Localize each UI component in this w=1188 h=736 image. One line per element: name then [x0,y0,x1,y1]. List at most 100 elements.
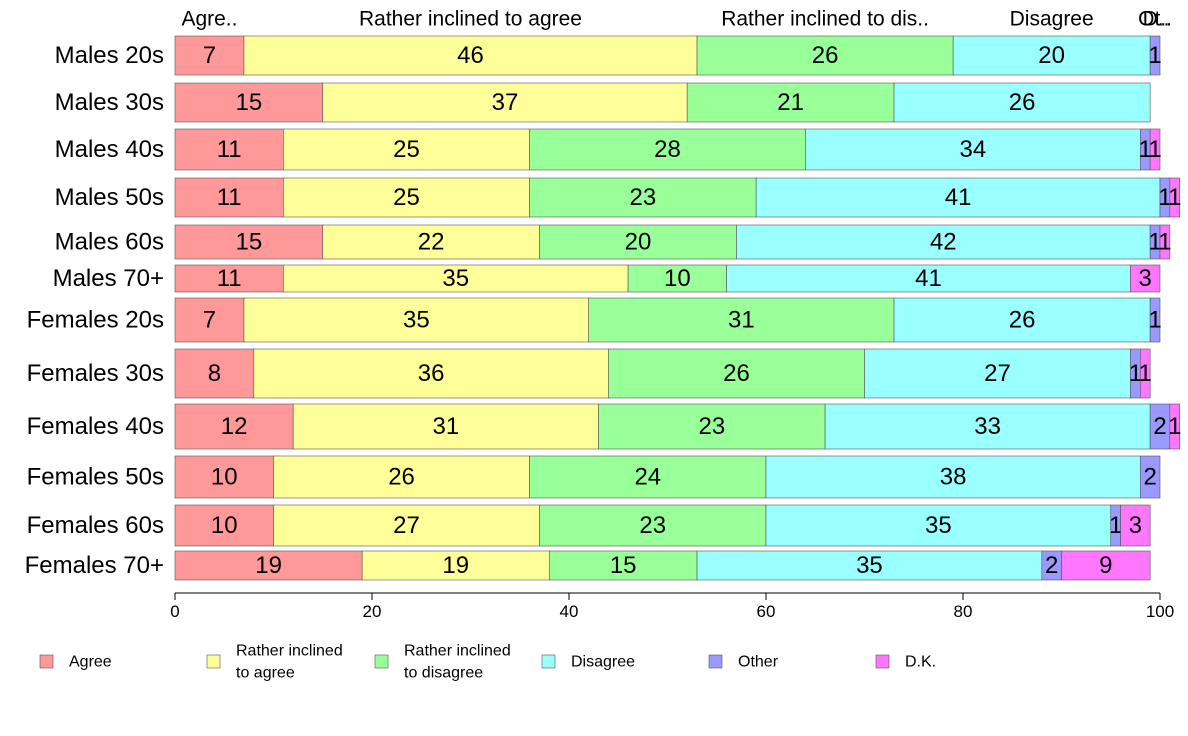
bar-segment-females-40s-agree [174,403,294,450]
data-label-females-20s-other: 1 [1148,307,1161,334]
data-label-females-50s-rather-inclined-to-agree: 26 [388,464,415,491]
data-label-males-70-rather-inclined-to-disagree: 10 [664,265,691,292]
data-label-females-30s-other: 1 [1129,360,1142,387]
data-label-males-60s-d-k: 1 [1158,229,1171,256]
legend-swatch-agree [39,654,54,669]
top-labels-group: Agre.. Rather inclined to agree Rather inc… [181,8,1172,31]
data-label-females-60s-rather-inclined-to-disagree: 23 [639,512,666,539]
bar-segment-males-20s-rather-inclined-to-disagree [696,35,954,76]
data-label-females-70-d-k: 9 [1099,552,1112,579]
legend-label-other: Other [738,654,779,671]
bar-segment-males-50s-d-k [1169,177,1180,218]
top-label-5: Ot.. [1138,8,1172,31]
bar-segment-females-60s-agree [174,504,274,547]
bar-segment-females-60s-d-k [1120,504,1151,547]
row-label-males-40s: Males 40s [55,136,164,163]
bar-segment-males-60s-agree [174,224,324,260]
bar-segment-females-30s-d-k [1140,348,1151,399]
bar-segment-males-20s-other [1149,35,1161,76]
data-label-females-30s-agree: 8 [208,360,221,387]
data-label-males-50s-rather-inclined-to-disagree: 23 [630,184,657,211]
bar-segment-males-60s-disagree [736,224,1151,260]
row-label-females-50s: Females 50s [27,464,164,491]
bar-segment-females-20s-rather-inclined-to-disagree [588,297,895,343]
bar-segment-males-20s-rather-inclined-to-agree [243,35,698,76]
bar-segment-males-70-d-k [1130,264,1161,293]
data-label-males-40s-d-k: 1 [1148,136,1161,163]
legend-swatch-disagree [541,654,556,669]
data-label-males-50s-d-k: 1 [1168,184,1181,211]
row-label-males-70: Males 70+ [53,265,164,292]
bar-segment-females-20s-agree [174,297,245,343]
bar-segment-females-30s-agree [174,348,255,399]
bar-segment-males-20s-agree [174,35,245,76]
data-label-males-70-d-k: 3 [1139,265,1152,292]
data-label-females-20s-disagree: 26 [1009,307,1036,334]
data-label-females-40s-rather-inclined-to-disagree: 23 [698,413,725,440]
data-label-males-50s-disagree: 41 [945,184,972,211]
legend-label-agree: Agree [69,654,112,671]
x-tick-label-80: 80 [954,602,973,621]
bar-segment-males-30s-rather-inclined-to-agree [322,82,688,123]
data-label-males-50s-agree: 11 [217,184,242,211]
top-label-3: Rather inclined to dis.. [721,8,929,31]
bar-segment-males-50s-rather-inclined-to-agree [283,177,530,218]
bar-segment-males-60s-d-k [1159,224,1171,260]
legend-swatch-rather-inclined-to-agree [206,654,221,669]
legend-swatch-d-k [875,654,890,669]
bar-segment-females-60s-rather-inclined-to-disagree [539,504,767,547]
data-label-males-60s-rather-inclined-to-agree: 22 [418,229,445,256]
bar-segment-males-40s-rather-inclined-to-disagree [529,128,806,171]
row-label-males-30s: Males 30s [55,89,164,116]
data-label-males-70-agree: 11 [217,265,242,292]
data-label-males-30s-rather-inclined-to-disagree: 21 [777,89,804,116]
data-label-males-30s-rather-inclined-to-agree: 37 [492,89,519,116]
bar-segment-females-20s-disagree [893,297,1151,343]
legend-label-disagree: Disagree [571,654,635,671]
x-tick-label-20: 20 [363,602,382,621]
bar-segment-females-50s-rather-inclined-to-disagree [529,455,767,499]
data-label-females-20s-agree: 7 [203,307,216,334]
legend-label-rather-inclined-to-disagree-line1: Rather inclined [404,643,511,660]
bar-segment-females-70-d-k [1061,550,1151,581]
bar-segment-males-50s-disagree [755,177,1161,218]
bar-segment-males-60s-rather-inclined-to-disagree [539,224,737,260]
bar-segment-males-40s-disagree [805,128,1141,171]
legend-label-rather-inclined-to-disagree-line2: to disagree [404,665,483,682]
bar-segment-females-50s-agree [174,455,274,499]
bar-segment-females-40s-d-k [1169,403,1180,450]
data-label-females-20s-rather-inclined-to-agree: 35 [403,307,430,334]
x-axis: 0 20 40 60 80 100 [170,592,1174,621]
top-label-6: D.. [1143,8,1170,31]
data-label-females-50s-other: 2 [1143,464,1156,491]
data-label-females-30s-disagree: 27 [984,360,1011,387]
x-tick-label-60: 60 [757,602,776,621]
data-label-males-30s-agree: 15 [236,89,263,116]
data-label-females-30s-rather-inclined-to-agree: 36 [418,360,445,387]
data-label-males-40s-rather-inclined-to-disagree: 28 [654,136,681,163]
legend-label-d-k: D.K. [905,654,936,671]
legend-swatch-other [708,654,723,669]
top-label-2: Rather inclined to agree [359,8,582,31]
x-tick-label-0: 0 [170,602,179,621]
data-label-females-40s-other: 2 [1153,413,1166,440]
data-label-females-70-other: 2 [1045,552,1058,579]
row-label-females-60s: Females 60s [27,512,164,539]
data-label-males-20s-rather-inclined-to-agree: 46 [457,42,484,69]
legend-label-rather-inclined-to-agree-line2: to agree [236,665,295,682]
data-label-females-50s-disagree: 38 [940,464,967,491]
data-label-females-50s-agree: 10 [211,464,238,491]
x-tick-label-40: 40 [560,602,579,621]
legend-swatch-rather-inclined-to-disagree [374,654,389,669]
data-label-females-60s-agree: 10 [211,512,238,539]
bar-segment-females-60s-rather-inclined-to-agree [273,504,540,547]
data-label-females-60s-other: 1 [1109,512,1122,539]
bar-segment-males-30s-agree [174,82,324,123]
data-label-females-30s-d-k: 1 [1139,360,1152,387]
data-label-females-40s-agree: 12 [221,413,248,440]
data-label-males-60s-rather-inclined-to-disagree: 20 [625,229,652,256]
data-label-females-70-rather-inclined-to-disagree: 15 [610,552,637,579]
legend: Agree Rather inclined to agree Rather incli… [39,643,936,682]
bar-segment-females-70-rather-inclined-to-agree [361,550,550,581]
bar-segment-males-50s-rather-inclined-to-disagree [529,177,757,218]
